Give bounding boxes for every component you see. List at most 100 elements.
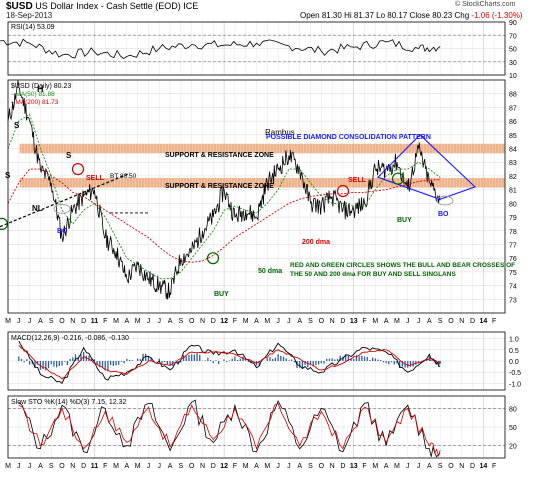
price-x-tick-label: D (211, 318, 216, 325)
price-y-tick-label: 85 (509, 133, 517, 140)
shoulder-label-1: S (14, 121, 20, 130)
rsi-y-tick-label: 70 (509, 33, 517, 40)
sto-x-tick-label: J (406, 463, 410, 470)
high-value: 81.37 (353, 11, 374, 20)
macd-label: MACD(12,26,9) -0.216, -0.086, -0.130 (11, 335, 129, 342)
sto-x-tick-label: J (287, 463, 291, 470)
legend-ma200: --MA(200) 81.73 (11, 99, 59, 106)
sto-x-tick-label: D (470, 463, 475, 470)
sto-x-tick-label: A (168, 463, 173, 470)
sto-x-tick-label: M (113, 463, 119, 470)
price-y-tick-label: 75 (509, 270, 517, 277)
sto-y-tick-label: 50 (509, 425, 517, 432)
price-x-tick-label: J (147, 318, 151, 325)
buy-label-1: BUY (214, 291, 229, 298)
price-y-tick-label: 74 (509, 284, 517, 291)
sto-x-tick-label: J (417, 463, 421, 470)
sto-x-tick-label: A (297, 463, 302, 470)
price-x-tick-label: J (158, 318, 162, 325)
neckline-label: NL (32, 204, 43, 213)
sto-x-tick-label: M (5, 463, 11, 470)
price-x-tick-label: O (59, 318, 65, 325)
price-x-tick-label: A (297, 318, 302, 325)
diamond-pattern (376, 134, 477, 200)
price-x-tick-label: M (113, 318, 119, 325)
price-y-tick-label: 79 (509, 215, 517, 222)
rsi-y-tick-label: 50 (509, 47, 517, 54)
sto-x-tick-label: A (427, 463, 432, 470)
price-x-tick-label: A (125, 318, 130, 325)
sto-x-tick-label: J (147, 463, 151, 470)
buy-label-2: BUY (397, 217, 412, 224)
macd-panel-frame (7, 331, 506, 391)
high-label: Hi (344, 11, 352, 20)
price-x-tick-label: J (417, 318, 421, 325)
resistance-zone-band (20, 143, 505, 154)
macd-series-line (18, 340, 441, 384)
low-value: 80.17 (387, 11, 408, 20)
price-x-tick-label: M (243, 318, 249, 325)
crossover-note-line2: THE 50 AND 200 dma FOR BUY AND SELL SING… (290, 271, 456, 278)
price-y-tick-label: 77 (509, 242, 517, 249)
crossover-note-line1: RED AND GREEN CIRCLES SHOWS THE BULL AND… (290, 262, 515, 269)
sto-x-tick-label: M (135, 463, 141, 470)
support-zone-label: SUPPORT & RESISTANCE ZONE (165, 183, 274, 190)
breakout-circle (436, 195, 454, 206)
price-y-tick-label: 81 (509, 188, 517, 195)
price-x-tick-label: A (384, 318, 389, 325)
buy-cross-circle (391, 172, 405, 185)
change-value: -1.06 (-1.30%) (471, 11, 523, 20)
sto-x-tick-label: O (189, 463, 195, 470)
close-label: Close (409, 11, 430, 20)
price-y-tick-label: 78 (509, 229, 517, 236)
price-x-tick-label: S (308, 318, 313, 325)
resistance-zone-label: SUPPORT & RESISTANCE ZONE (165, 152, 274, 159)
price-x-tick-label: D (81, 318, 86, 325)
sto-panel-frame (7, 395, 506, 459)
ma50-annotation: 50 dma (258, 268, 282, 275)
price-x-tick-label: M (372, 318, 378, 325)
macd-y-tick-label: 1.0 (509, 337, 519, 344)
ma50-series-line (7, 113, 441, 280)
price-panel-frame (7, 79, 506, 314)
rsi-series-line (0, 38, 441, 59)
price-y-tick-label: 76 (509, 256, 517, 263)
price-x-tick-label: 11 (91, 318, 99, 325)
neckline-line (0, 172, 131, 228)
price-y-tick-label: 83 (509, 160, 517, 167)
price-x-tick-label: N (70, 318, 75, 325)
sell-label-2: SELL (348, 177, 367, 184)
sto-x-tick-label: O (319, 463, 325, 470)
price-x-tick-label: A (254, 318, 259, 325)
rsi-y-tick-label: 90 (509, 20, 517, 27)
bt-label: BT 80.50 (110, 173, 137, 180)
head-label: H (37, 84, 44, 94)
low-label: Lo (376, 11, 386, 20)
price-y-tick-label: 86 (509, 119, 517, 126)
change-label: Chg (454, 11, 470, 20)
sto-x-tick-label: J (28, 463, 32, 470)
price-x-tick-label: J (287, 318, 291, 325)
macd-signal-line (18, 345, 441, 380)
symbol: $USD (6, 1, 33, 12)
sto-x-tick-label: 13 (350, 463, 358, 470)
price-x-tick-label: O (189, 318, 195, 325)
price-x-tick-label: N (330, 318, 335, 325)
price-x-tick-label: D (340, 318, 345, 325)
price-x-tick-label: M (264, 318, 270, 325)
price-y-tick-label: 82 (509, 174, 517, 181)
price-x-tick-label: D (470, 318, 475, 325)
sto-x-tick-label: D (211, 463, 216, 470)
sell-cross-circle (336, 184, 350, 198)
sto-x-tick-label: J (276, 463, 280, 470)
sto-x-tick-label: N (200, 463, 205, 470)
price-x-tick-label: J (276, 318, 280, 325)
macd-y-tick-label: 0.0 (509, 359, 519, 366)
sto-x-tick-label: A (254, 463, 259, 470)
sto-x-tick-label: 12 (220, 463, 228, 470)
price-x-tick-label: M (5, 318, 11, 325)
sto-d-line (18, 402, 441, 458)
sto-x-tick-label: S (179, 463, 184, 470)
sto-x-tick-label: N (70, 463, 75, 470)
price-y-tick-label: 84 (509, 147, 517, 154)
